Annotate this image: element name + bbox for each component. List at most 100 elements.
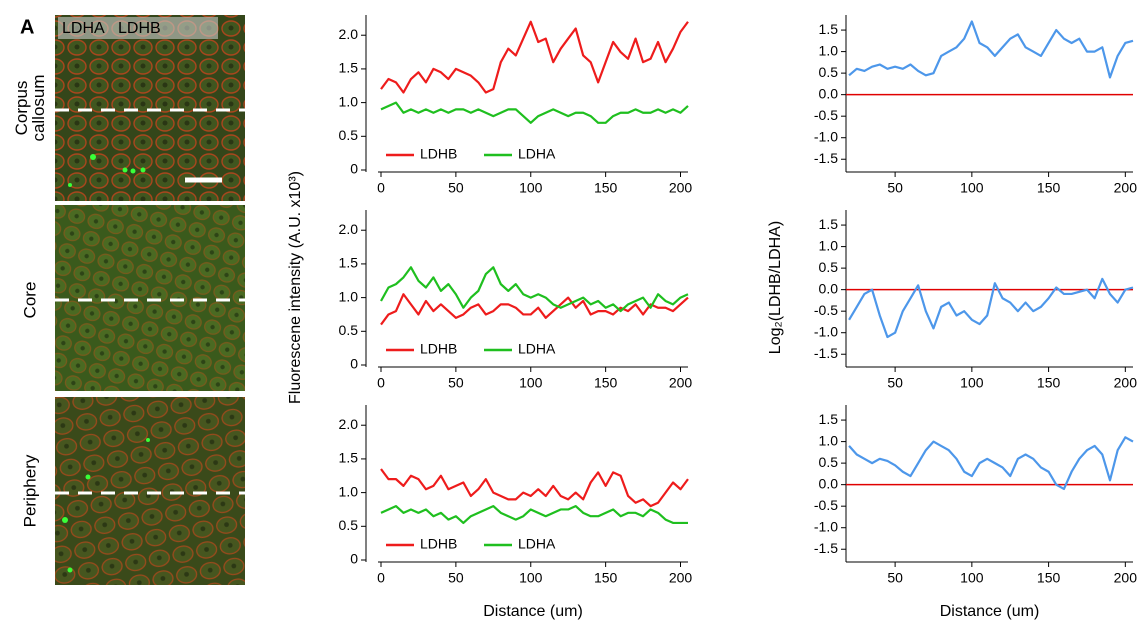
- data-line: [848, 20, 1134, 79]
- stain-label: LDHA: [62, 20, 105, 37]
- y-tick-label: 2.0: [339, 416, 359, 432]
- y-tick-label: -0.5: [814, 302, 838, 318]
- y-tick-label: 0.5: [819, 64, 839, 80]
- y-tick-label: -1.0: [814, 518, 838, 534]
- legend-label: LDHB: [420, 536, 457, 552]
- x-tick-label: 150: [594, 375, 618, 391]
- x-tick-label: 50: [448, 570, 464, 586]
- stain-label: LDHB: [118, 20, 161, 37]
- data-line: [380, 468, 689, 508]
- chart: 0 0.5 1.0 1.5 2.0 0 50 100 150 200 LDHB LDHA: [339, 15, 693, 196]
- y-tick-label: 0.0: [819, 475, 839, 491]
- x-tick-label: 200: [669, 570, 693, 586]
- y-tick-label: 0.5: [339, 322, 359, 338]
- y-tick-label: 1.0: [339, 288, 359, 304]
- region-label: Periphery: [20, 454, 40, 528]
- y-tick-label: 0: [350, 356, 358, 372]
- data-line: [848, 277, 1134, 339]
- x-tick-label: 50: [887, 180, 903, 196]
- y-tick-label: 1.0: [819, 42, 839, 58]
- y-tick-label: 1.5: [339, 60, 359, 76]
- y-tick-label: -1.5: [814, 150, 838, 166]
- micrograph: [55, 15, 245, 201]
- x-tick-label: 200: [669, 180, 693, 196]
- y-tick-label: -1.5: [814, 345, 838, 361]
- x-tick-label: 200: [1114, 375, 1138, 391]
- y-tick-label: 0.0: [819, 280, 839, 296]
- stain-legend-box: [58, 17, 218, 39]
- legend-label: LDHA: [518, 341, 556, 357]
- x-tick-label: 100: [960, 180, 984, 196]
- chart: 0 0.5 1.0 1.5 2.0 0 50 100 150 200 LDHB LDHA Distanc…: [339, 405, 693, 620]
- y-tick-label: -1.5: [814, 540, 838, 556]
- legend-label: LDHB: [420, 146, 457, 162]
- x-tick-label: 150: [1037, 375, 1061, 391]
- chart: 0 0.5 1.0 1.5 2.0 0 50 100 150 200 LDHB LDHA Fluores…: [287, 171, 692, 404]
- micrograph-periphery: [55, 397, 245, 585]
- x-tick-label: 150: [594, 180, 618, 196]
- x-tick-label: 200: [1114, 180, 1138, 196]
- chart: -1.5 -1.0 -0.5 0.0 0.5 1.0 1.5 50 100 150 200 Dista…: [814, 405, 1137, 620]
- x-tick-label: 0: [377, 180, 385, 196]
- x-tick-label: 100: [960, 375, 984, 391]
- y-tick-label: -0.5: [814, 107, 838, 123]
- y-tick-label: 0.5: [819, 454, 839, 470]
- y-tick-label: 0.5: [339, 517, 359, 533]
- y-tick-label: -1.0: [814, 323, 838, 339]
- data-line: [380, 293, 689, 326]
- region-label: Corpus callosum: [12, 74, 48, 142]
- region-label: Core: [20, 281, 40, 319]
- y-tick-label: 2.0: [339, 26, 359, 42]
- chart: -1.5 -1.0 -0.5 0.0 0.5 1.0 1.5 50 100 150 200 Log₂(…: [767, 210, 1137, 391]
- x-tick-label: 200: [1114, 570, 1138, 586]
- panel-label: A: [20, 16, 34, 38]
- y-tick-label: 1.0: [339, 483, 359, 499]
- green-spots: [68, 154, 146, 187]
- x-tick-label: 200: [669, 375, 693, 391]
- y-tick-label: 0: [350, 161, 358, 177]
- data-line: [380, 266, 689, 313]
- y-tick-label: 0.5: [819, 259, 839, 275]
- x-tick-label: 150: [1037, 570, 1061, 586]
- x-axis-label: Distance (um): [940, 603, 1040, 620]
- y-tick-label: 1.0: [819, 237, 839, 253]
- y-tick-label: 1.5: [339, 255, 359, 271]
- y-tick-label: 2.0: [339, 221, 359, 237]
- micrograph-corpus-callosum: [55, 15, 245, 201]
- data-line: [380, 504, 688, 525]
- legend-label: LDHA: [518, 146, 556, 162]
- x-tick-label: 100: [519, 375, 543, 391]
- legend-label: LDHB: [420, 341, 457, 357]
- y-tick-label: 1.5: [819, 216, 839, 232]
- y-tick-label: 1.0: [819, 432, 839, 448]
- data-line: [380, 20, 689, 94]
- x-tick-label: 100: [519, 180, 543, 196]
- micrograph: [55, 205, 245, 391]
- x-tick-label: 50: [887, 570, 903, 586]
- micrograph-core: [55, 205, 245, 391]
- y-axis-label: Fluorescene intensity (A.U. x10³): [287, 171, 304, 404]
- y-tick-label: -1.0: [814, 128, 838, 144]
- micrograph: [55, 397, 245, 585]
- y-tick-label: 1.0: [339, 93, 359, 109]
- x-tick-label: 100: [519, 570, 543, 586]
- y-tick-label: 0: [350, 551, 358, 567]
- x-tick-label: 0: [377, 570, 385, 586]
- y-tick-label: 1.5: [819, 411, 839, 427]
- data-line: [848, 436, 1134, 491]
- y-tick-label: 0.0: [819, 85, 839, 101]
- x-tick-label: 100: [960, 570, 984, 586]
- legend-label: LDHA: [518, 536, 556, 552]
- y-tick-label: 1.5: [819, 21, 839, 37]
- y-axis-label: Log₂(LDHB/LDHA): [767, 221, 784, 354]
- y-tick-label: -0.5: [814, 497, 838, 513]
- x-tick-label: 50: [448, 375, 464, 391]
- x-tick-label: 150: [594, 570, 618, 586]
- data-line: [380, 101, 689, 124]
- x-tick-label: 150: [1037, 180, 1061, 196]
- x-tick-label: 0: [377, 375, 385, 391]
- chart: -1.5 -1.0 -0.5 0.0 0.5 1.0 1.5 50 100 150 200: [814, 15, 1137, 196]
- x-tick-label: 50: [887, 375, 903, 391]
- y-tick-label: 1.5: [339, 450, 359, 466]
